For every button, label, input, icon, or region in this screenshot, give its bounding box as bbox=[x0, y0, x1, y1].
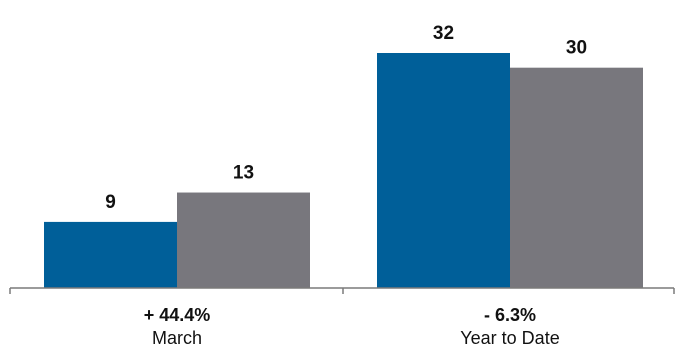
bar-1-series-2 bbox=[177, 192, 310, 288]
bar-1-series-1 bbox=[44, 221, 177, 288]
bar-2-series-2 bbox=[510, 67, 643, 288]
bar-2-series-1 bbox=[377, 53, 510, 288]
category-label-1: March bbox=[152, 328, 202, 348]
data-label-1-series-1: 9 bbox=[105, 192, 116, 213]
data-label-2-series-2: 30 bbox=[566, 38, 587, 59]
change-label-2: - 6.3% bbox=[484, 305, 536, 325]
data-label-2-series-1: 32 bbox=[433, 23, 454, 44]
data-label-1-series-2: 13 bbox=[233, 163, 254, 184]
change-label-1: + 44.4% bbox=[144, 305, 211, 325]
category-label-2: Year to Date bbox=[460, 328, 559, 348]
